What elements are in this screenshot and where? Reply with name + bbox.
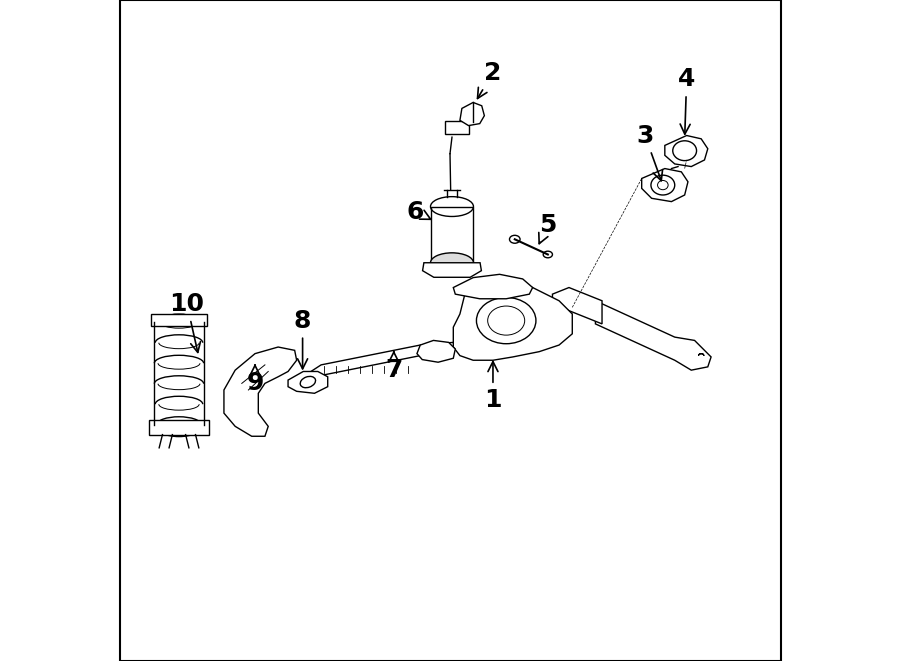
Polygon shape bbox=[288, 371, 328, 393]
Text: 3: 3 bbox=[636, 124, 662, 180]
Polygon shape bbox=[454, 274, 533, 299]
Text: 4: 4 bbox=[678, 67, 696, 134]
Text: 10: 10 bbox=[169, 292, 204, 352]
Bar bbox=[148, 420, 209, 435]
Text: 5: 5 bbox=[539, 213, 556, 244]
Text: 1: 1 bbox=[484, 362, 501, 412]
Polygon shape bbox=[642, 169, 688, 202]
Polygon shape bbox=[423, 262, 482, 278]
Polygon shape bbox=[308, 342, 454, 383]
Polygon shape bbox=[460, 102, 484, 126]
Polygon shape bbox=[417, 340, 455, 362]
Polygon shape bbox=[665, 136, 707, 167]
Polygon shape bbox=[596, 301, 711, 370]
Ellipse shape bbox=[430, 253, 473, 272]
Bar bbox=[151, 314, 207, 326]
Text: 9: 9 bbox=[247, 365, 264, 395]
Bar bbox=[430, 206, 473, 262]
Polygon shape bbox=[454, 281, 572, 360]
Text: 6: 6 bbox=[407, 200, 431, 223]
Bar bbox=[445, 120, 469, 134]
Polygon shape bbox=[224, 347, 297, 436]
Text: 7: 7 bbox=[385, 352, 402, 382]
Text: 2: 2 bbox=[478, 61, 501, 98]
Text: 8: 8 bbox=[294, 309, 311, 369]
Polygon shape bbox=[553, 288, 602, 324]
